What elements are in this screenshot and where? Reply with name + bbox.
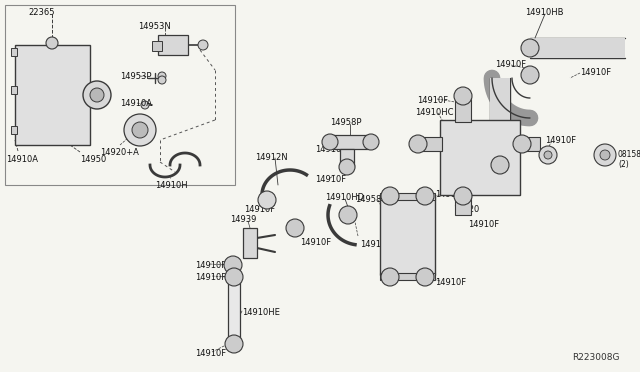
Bar [11, 126, 17, 134]
Circle shape [286, 219, 304, 237]
Bar [380, 195, 435, 275]
Text: 14910F: 14910F [435, 278, 466, 287]
Text: 14910F: 14910F [545, 136, 576, 145]
Text: 14910HB: 14910HB [525, 8, 563, 17]
Text: 14910F: 14910F [315, 175, 346, 184]
Circle shape [124, 114, 156, 146]
Bar [455, 98, 471, 122]
Text: 22365: 22365 [28, 8, 54, 17]
Text: 14920+A: 14920+A [100, 148, 139, 157]
Circle shape [454, 87, 472, 105]
Bar [11, 86, 17, 94]
Circle shape [225, 335, 243, 353]
Circle shape [224, 256, 242, 274]
Text: 14910F: 14910F [360, 240, 391, 249]
Bar [228, 278, 240, 343]
Circle shape [90, 88, 104, 102]
Text: 14910F: 14910F [195, 273, 226, 282]
Text: 14920: 14920 [453, 205, 479, 214]
Text: 14910F: 14910F [315, 145, 346, 154]
Bar [152, 41, 162, 51]
Text: 14910F: 14910F [580, 68, 611, 77]
Circle shape [454, 187, 472, 205]
Bar [5, 5, 235, 185]
Circle shape [46, 37, 58, 49]
Bar [340, 149, 354, 167]
Text: 14912N: 14912N [255, 153, 287, 162]
Circle shape [132, 122, 148, 138]
Bar [530, 38, 625, 58]
Circle shape [141, 101, 149, 109]
Circle shape [339, 206, 357, 224]
Circle shape [416, 268, 434, 286]
Bar [333, 135, 368, 149]
Text: 08158-6252F: 08158-6252F [618, 150, 640, 159]
Circle shape [539, 146, 557, 164]
Circle shape [83, 81, 111, 109]
Text: 14953N: 14953N [138, 22, 171, 31]
Text: 14910F: 14910F [300, 238, 331, 247]
Circle shape [544, 151, 552, 159]
Bar [455, 193, 471, 215]
Text: 14910F: 14910F [244, 205, 275, 214]
Text: 14910HE: 14910HE [242, 308, 280, 317]
Text: 14958U: 14958U [355, 195, 387, 204]
Circle shape [521, 66, 539, 84]
Circle shape [258, 191, 276, 209]
Circle shape [363, 134, 379, 150]
Text: 14910F: 14910F [195, 349, 226, 358]
Circle shape [339, 159, 355, 175]
Text: 14910A: 14910A [6, 155, 38, 164]
Bar [11, 48, 17, 56]
Bar [518, 137, 540, 151]
Text: R223008G: R223008G [573, 353, 620, 362]
Text: 14910F: 14910F [495, 60, 526, 69]
Circle shape [409, 135, 427, 153]
Circle shape [513, 135, 531, 153]
Text: 14950: 14950 [80, 155, 106, 164]
Circle shape [158, 76, 166, 84]
Circle shape [158, 72, 166, 80]
Bar [243, 228, 257, 258]
Circle shape [198, 40, 208, 50]
Text: 14910H: 14910H [155, 181, 188, 190]
Circle shape [381, 268, 399, 286]
Bar [15, 45, 90, 145]
Text: 14910A: 14910A [120, 99, 152, 108]
Circle shape [225, 268, 243, 286]
Circle shape [521, 39, 539, 57]
Circle shape [491, 156, 509, 174]
Text: 14939: 14939 [230, 215, 257, 224]
Circle shape [381, 187, 399, 205]
Text: 14910F: 14910F [435, 190, 466, 199]
Bar [380, 193, 435, 200]
Text: 14953P: 14953P [120, 72, 152, 81]
Text: (2): (2) [618, 160, 628, 169]
Text: 14958P: 14958P [330, 118, 362, 127]
Circle shape [594, 144, 616, 166]
Text: 14910HD: 14910HD [325, 193, 364, 202]
Bar [490, 78, 510, 165]
Bar [440, 120, 520, 195]
Circle shape [600, 150, 610, 160]
Text: 14910F: 14910F [417, 96, 448, 105]
Bar [380, 273, 435, 280]
Text: 14910HC: 14910HC [415, 108, 454, 117]
Text: 14910F: 14910F [195, 261, 226, 270]
Bar [158, 35, 188, 55]
Bar [420, 137, 442, 151]
Circle shape [322, 134, 338, 150]
Text: 14910F: 14910F [468, 220, 499, 229]
Circle shape [416, 187, 434, 205]
